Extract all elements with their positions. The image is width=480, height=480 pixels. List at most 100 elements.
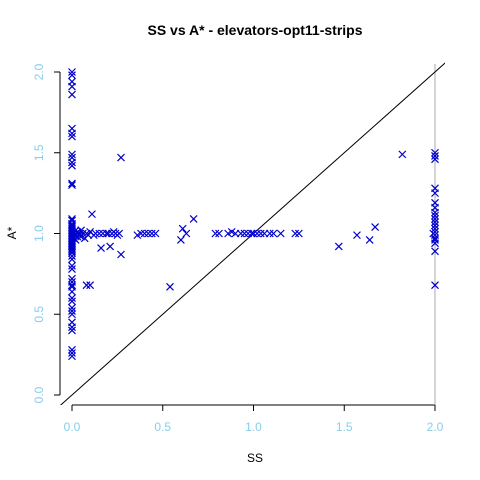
data-point — [256, 229, 265, 238]
data-point — [68, 274, 76, 283]
data-point — [68, 297, 76, 306]
data-point — [115, 229, 124, 238]
data-point — [97, 244, 105, 252]
data-point — [68, 345, 76, 354]
data-point — [86, 281, 95, 290]
data-point — [68, 252, 76, 261]
data-point — [215, 229, 223, 238]
y-tick-label: 0.5 — [32, 306, 46, 323]
data-point — [68, 326, 76, 335]
y-tick-label: 2.0 — [32, 63, 46, 80]
data-point — [353, 231, 361, 240]
data-point — [431, 148, 439, 157]
data-point — [431, 247, 439, 256]
data-point — [431, 224, 439, 233]
data-point — [431, 281, 439, 290]
x-tick-label: 0.0 — [64, 420, 81, 434]
data-point — [68, 352, 76, 361]
data-point — [137, 229, 145, 238]
x-axis-ticks: 0.0 0.5 1.0 1.5 2.0 — [64, 405, 444, 434]
data-point — [431, 218, 439, 227]
data-point — [144, 229, 153, 238]
data-point — [78, 229, 87, 238]
data-point — [68, 281, 76, 290]
data-point — [431, 211, 439, 220]
data-point — [91, 229, 100, 238]
y-tick-label: 1.5 — [32, 144, 46, 161]
data-point — [68, 179, 76, 188]
y-tick-label: 0.0 — [32, 386, 46, 403]
data-point — [431, 152, 439, 160]
data-point — [68, 158, 76, 167]
data-point — [147, 229, 156, 238]
data-point — [68, 294, 76, 303]
data-point — [68, 90, 76, 99]
data-point — [249, 229, 258, 238]
data-point — [178, 224, 187, 233]
data-point — [68, 323, 76, 332]
data-point — [151, 229, 160, 238]
data-point — [431, 221, 439, 230]
data-point — [68, 68, 76, 76]
data-points — [68, 68, 439, 361]
data-point — [82, 281, 91, 290]
data-point — [166, 282, 174, 291]
data-point — [365, 236, 374, 244]
x-tick-label: 1.0 — [245, 420, 262, 434]
data-point — [276, 229, 285, 238]
data-point — [68, 265, 76, 273]
data-point — [398, 150, 407, 159]
data-point — [117, 250, 125, 259]
data-point — [68, 161, 76, 170]
data-point — [68, 303, 76, 312]
data-point — [140, 229, 149, 238]
data-point — [106, 242, 115, 251]
data-point — [269, 229, 278, 238]
data-point — [68, 287, 76, 296]
data-point — [68, 132, 76, 141]
data-point — [253, 229, 262, 238]
x-tick-label: 2.0 — [427, 420, 444, 434]
data-point — [88, 210, 96, 219]
data-point — [68, 349, 76, 357]
x-tick-label: 1.5 — [336, 420, 353, 434]
data-point — [68, 245, 76, 254]
data-point — [240, 229, 249, 238]
x-tick-label: 0.5 — [154, 420, 171, 434]
y-axis-label: A* — [5, 226, 19, 239]
data-point — [182, 229, 191, 238]
data-point — [431, 236, 439, 244]
data-point — [236, 229, 245, 238]
plot-area — [60, 62, 445, 405]
data-point — [68, 181, 76, 189]
data-point — [68, 82, 76, 91]
data-point — [68, 261, 76, 270]
data-point — [176, 236, 185, 244]
x-axis-label: SS — [247, 451, 263, 465]
data-point — [189, 215, 198, 223]
data-point — [265, 229, 274, 238]
data-point — [431, 155, 439, 164]
data-point — [68, 248, 76, 257]
data-point — [68, 71, 76, 80]
y-axis-ticks: 0.0 0.5 1.0 1.5 2.0 — [32, 63, 60, 403]
data-point — [291, 229, 300, 238]
data-point — [68, 255, 76, 264]
data-point — [117, 153, 125, 162]
data-point — [95, 229, 104, 238]
data-point — [68, 150, 76, 159]
data-point — [294, 229, 303, 238]
data-point — [431, 215, 439, 223]
data-point — [431, 189, 439, 198]
data-point — [68, 307, 76, 315]
data-point — [431, 208, 439, 217]
chart-title: SS vs A* - elevators-opt11-strips — [147, 22, 362, 38]
data-point — [371, 223, 380, 231]
data-point — [104, 229, 113, 238]
data-point — [68, 129, 76, 138]
data-point — [334, 242, 343, 251]
data-point — [431, 239, 439, 248]
y-tick-label: 1.0 — [32, 225, 46, 242]
